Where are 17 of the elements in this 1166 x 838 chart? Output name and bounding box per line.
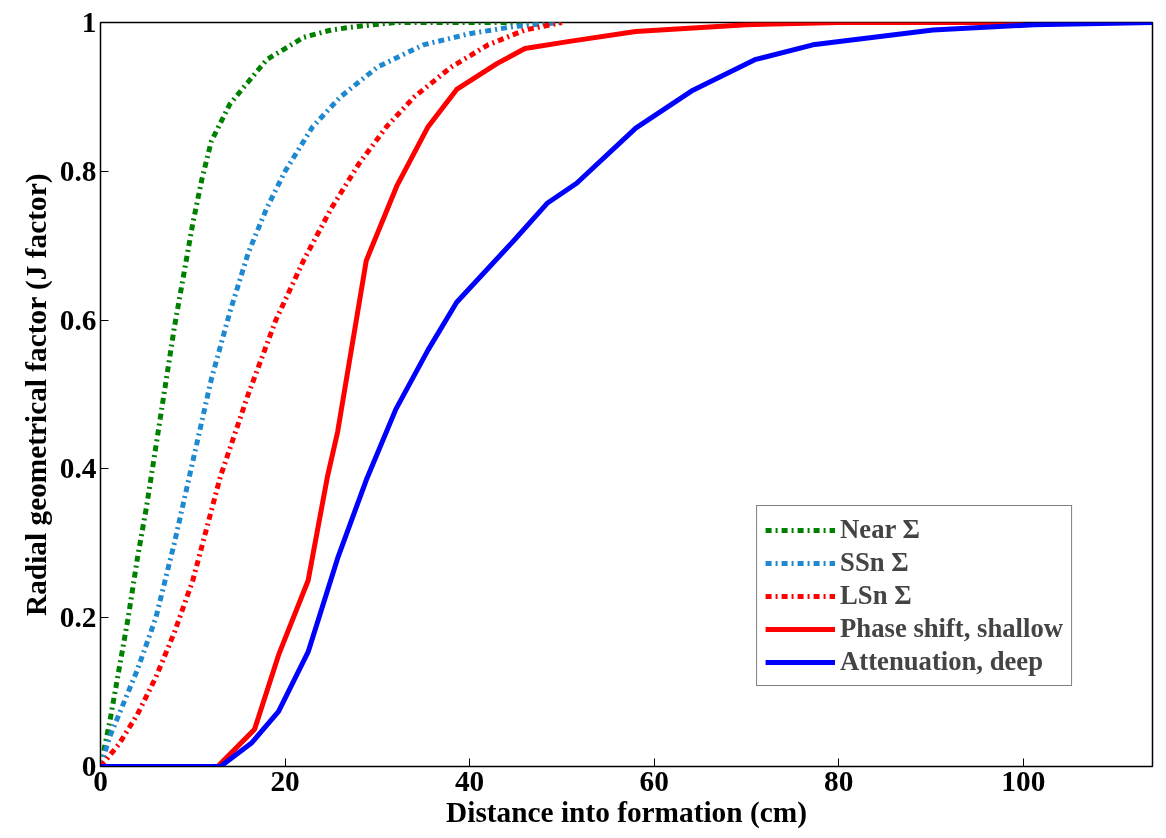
legend-label: Phase shift, shallow [840, 613, 1063, 644]
x-axis-title: Distance into formation (cm) [446, 795, 807, 829]
y-axis-title: Radial geometrical factor (J factor) [19, 173, 53, 616]
y-tick-label: 1 [81, 6, 97, 38]
y-tick-label: 0.8 [59, 154, 97, 187]
legend-label: LSn Σ [840, 580, 912, 611]
y-tick-label: 0.2 [59, 601, 97, 634]
x-tick-label: 60 [639, 764, 669, 797]
x-tick-label: 100 [1001, 764, 1046, 797]
x-tick-label: 20 [270, 764, 300, 797]
legend-label: SSn Σ [840, 547, 909, 578]
legend-label: Attenuation, deep [840, 646, 1043, 677]
x-tick-label: 40 [454, 764, 485, 797]
y-tick-label: 0.4 [59, 452, 97, 485]
x-tick-label: 80 [824, 764, 854, 797]
y-tick-label: 0.6 [59, 303, 97, 336]
legend-label: Near Σ [840, 514, 920, 545]
